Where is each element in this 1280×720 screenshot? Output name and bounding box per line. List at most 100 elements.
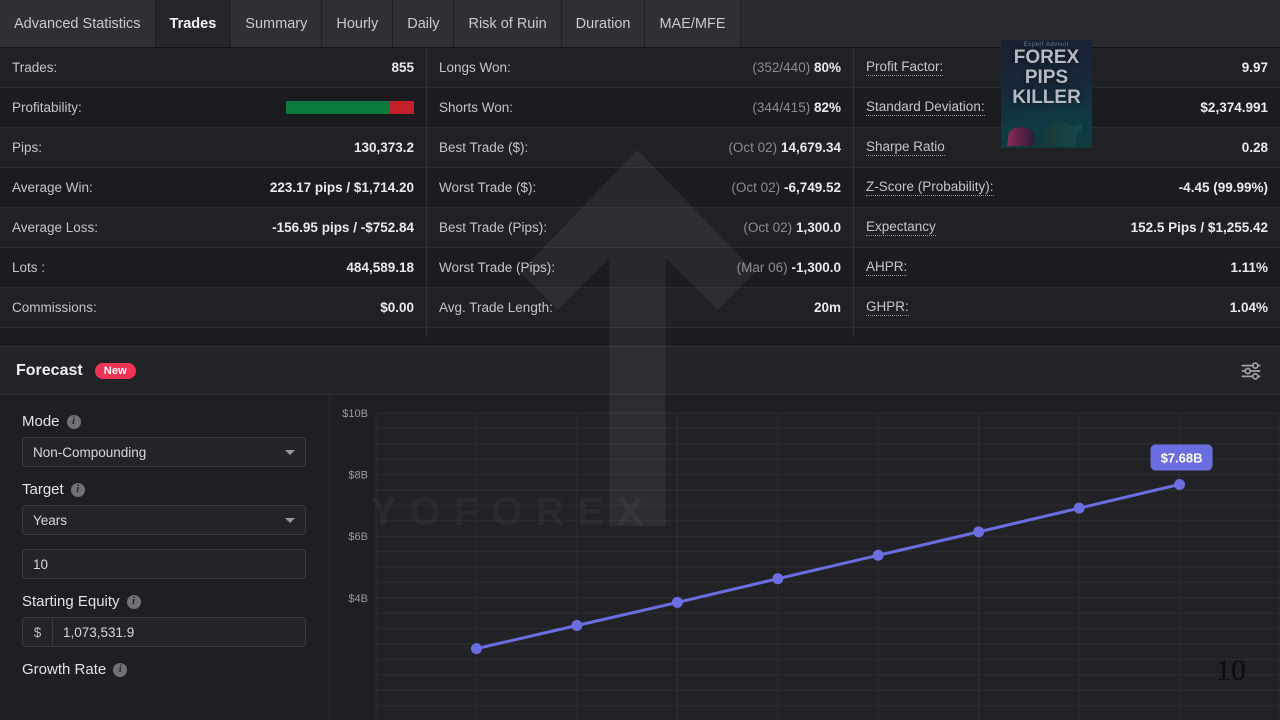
tab-hourly[interactable]: Hourly bbox=[322, 0, 394, 47]
starting-equity-label-row: Starting Equity i bbox=[22, 593, 305, 610]
tab-bar: Advanced Statistics Trades Summary Hourl… bbox=[0, 0, 1280, 48]
svg-text:$6B: $6B bbox=[348, 531, 368, 543]
profitability-bar-win bbox=[286, 101, 390, 114]
stat-label: Avg. Trade Length: bbox=[439, 300, 553, 315]
stat-value: 855 bbox=[391, 60, 414, 75]
stat-value: 1.04% bbox=[1229, 300, 1268, 315]
stat-label: Best Trade (Pips): bbox=[439, 220, 548, 235]
stat-label: Worst Trade (Pips): bbox=[439, 260, 556, 275]
stat-label[interactable]: Profit Factor: bbox=[866, 59, 944, 76]
stat-row-sharpe-ratio: Sharpe Ratio 0.28 bbox=[854, 128, 1280, 168]
info-icon[interactable]: i bbox=[126, 594, 141, 609]
stat-row-worst-trade-pips: Worst Trade (Pips): (Mar 06) -1,300.0 bbox=[427, 248, 853, 288]
forecast-body: Mode i Non-Compounding Target i Years 10… bbox=[0, 395, 1280, 720]
stat-value-main: 14,679.34 bbox=[780, 140, 841, 155]
tab-daily[interactable]: Daily bbox=[393, 0, 455, 47]
info-icon[interactable]: i bbox=[113, 662, 128, 677]
stat-value-muted: (352/440) bbox=[752, 60, 811, 75]
stat-row-trades: Trades: 855 bbox=[0, 48, 426, 88]
stat-label[interactable]: Expectancy bbox=[866, 219, 936, 236]
stat-value: -156.95 pips / -$752.84 bbox=[272, 220, 414, 235]
stat-label: Pips: bbox=[12, 140, 43, 155]
forecast-controls: Mode i Non-Compounding Target i Years 10… bbox=[0, 395, 330, 720]
starting-equity-value: 1,073,531.9 bbox=[63, 624, 135, 640]
starting-equity-field[interactable]: $ 1,073,531.9 bbox=[22, 617, 306, 647]
stat-row-z-score: Z-Score (Probability): -4.45 (99.99%) bbox=[854, 168, 1280, 208]
target-unit-select[interactable]: Years bbox=[22, 505, 306, 535]
tab-bar-filler bbox=[740, 0, 1280, 47]
stat-label: Average Win: bbox=[12, 180, 93, 195]
forecast-chart: $10B $8B $6B $4B $7.68B bbox=[330, 395, 1280, 720]
stat-value: (352/440) 80% bbox=[752, 60, 841, 75]
stat-row-expectancy: Expectancy 152.5 Pips / $1,255.42 bbox=[854, 208, 1280, 248]
stat-value-muted: (344/415) bbox=[752, 100, 811, 115]
svg-text:$10B: $10B bbox=[342, 408, 368, 420]
stat-row-pips: Pips: 130,373.2 bbox=[0, 128, 426, 168]
stat-label[interactable]: Sharpe Ratio bbox=[866, 139, 945, 156]
stat-value: 9.97 bbox=[1241, 60, 1268, 75]
stat-label[interactable]: AHPR: bbox=[866, 259, 908, 276]
stat-row-avg-trade-length: Avg. Trade Length: 20m bbox=[427, 288, 853, 328]
mode-label-row: Mode i bbox=[22, 413, 305, 430]
svg-text:$8B: $8B bbox=[348, 470, 368, 482]
stat-value: (Oct 02) 1,300.0 bbox=[743, 220, 841, 235]
stat-value: 20m bbox=[813, 300, 841, 315]
svg-text:$4B: $4B bbox=[348, 593, 368, 605]
stat-row-average-win: Average Win: 223.17 pips / $1,714.20 bbox=[0, 168, 426, 208]
stat-value-main: -1,300.0 bbox=[791, 260, 841, 275]
stat-row-average-loss: Average Loss: -156.95 pips / -$752.84 bbox=[0, 208, 426, 248]
stats-column-general: Trades: 855 Profitability: Pips: 130,373… bbox=[0, 48, 427, 338]
stat-value: $2,374.991 bbox=[1200, 100, 1268, 115]
stat-label: Average Loss: bbox=[12, 220, 99, 235]
stat-label: Longs Won: bbox=[439, 60, 511, 75]
tab-advanced-statistics[interactable]: Advanced Statistics bbox=[0, 0, 156, 47]
profitability-bar bbox=[286, 101, 414, 114]
stats-column-metrics: Profit Factor: 9.97 Standard Deviation: … bbox=[854, 48, 1280, 338]
stat-row-profit-factor: Profit Factor: 9.97 bbox=[854, 48, 1280, 88]
stat-value: 484,589.18 bbox=[346, 260, 414, 275]
stat-value: 1.11% bbox=[1230, 260, 1268, 275]
stat-row-profitability: Profitability: bbox=[0, 88, 426, 128]
currency-prefix: $ bbox=[23, 618, 53, 646]
stat-row-longs-won: Longs Won: (352/440) 80% bbox=[427, 48, 853, 88]
stat-label[interactable]: GHPR: bbox=[866, 299, 909, 316]
stat-label: Best Trade ($): bbox=[439, 140, 529, 155]
tab-trades[interactable]: Trades bbox=[155, 0, 232, 47]
stat-row-best-trade-dollar: Best Trade ($): (Oct 02) 14,679.34 bbox=[427, 128, 853, 168]
tab-mae-mfe[interactable]: MAE/MFE bbox=[645, 0, 741, 47]
stat-row-commissions: Commissions: $0.00 bbox=[0, 288, 426, 328]
sliders-icon[interactable] bbox=[1238, 358, 1264, 384]
target-count-input[interactable]: 10 bbox=[22, 549, 306, 579]
stat-row-ahpr: AHPR: 1.11% bbox=[854, 248, 1280, 288]
stat-value: $0.00 bbox=[380, 300, 414, 315]
info-icon[interactable]: i bbox=[70, 482, 85, 497]
forecast-panel: Forecast New Mode i Non-Compounding bbox=[0, 346, 1280, 720]
stat-value-muted: (Oct 02) bbox=[731, 180, 781, 195]
stat-value: 0.28 bbox=[1241, 140, 1268, 155]
stat-value-main: 82% bbox=[813, 100, 841, 115]
stat-row-standard-deviation: Standard Deviation: $2,374.991 bbox=[854, 88, 1280, 128]
forecast-chart-svg: $10B $8B $6B $4B $7.68B bbox=[342, 408, 1280, 720]
mode-select-value: Non-Compounding bbox=[33, 444, 147, 460]
stat-value: 152.5 Pips / $1,255.42 bbox=[1130, 220, 1268, 235]
statistics-grid: Trades: 855 Profitability: Pips: 130,373… bbox=[0, 48, 1280, 338]
stats-column-trades: Longs Won: (352/440) 80% Shorts Won: (34… bbox=[427, 48, 854, 338]
growth-rate-label-row: Growth Rate i bbox=[22, 661, 305, 678]
info-icon[interactable]: i bbox=[66, 414, 81, 429]
mode-select[interactable]: Non-Compounding bbox=[22, 437, 306, 467]
stat-label[interactable]: Standard Deviation: bbox=[866, 99, 985, 116]
tab-risk-of-ruin[interactable]: Risk of Ruin bbox=[454, 0, 562, 47]
target-label: Target bbox=[22, 481, 64, 498]
stat-label[interactable]: Z-Score (Probability): bbox=[866, 179, 994, 196]
stat-label: Commissions: bbox=[12, 300, 97, 315]
tab-summary[interactable]: Summary bbox=[231, 0, 323, 47]
stat-value: 130,373.2 bbox=[353, 140, 414, 155]
stat-row-shorts-won: Shorts Won: (344/415) 82% bbox=[427, 88, 853, 128]
tab-duration[interactable]: Duration bbox=[561, 0, 646, 47]
stat-value: (Oct 02) -6,749.52 bbox=[731, 180, 841, 195]
new-badge: New bbox=[94, 362, 136, 379]
target-label-row: Target i bbox=[22, 481, 305, 498]
stat-row-worst-trade-dollar: Worst Trade ($): (Oct 02) -6,749.52 bbox=[427, 168, 853, 208]
stat-value-main: -6,749.52 bbox=[783, 180, 841, 195]
stat-label: Trades: bbox=[12, 60, 58, 75]
